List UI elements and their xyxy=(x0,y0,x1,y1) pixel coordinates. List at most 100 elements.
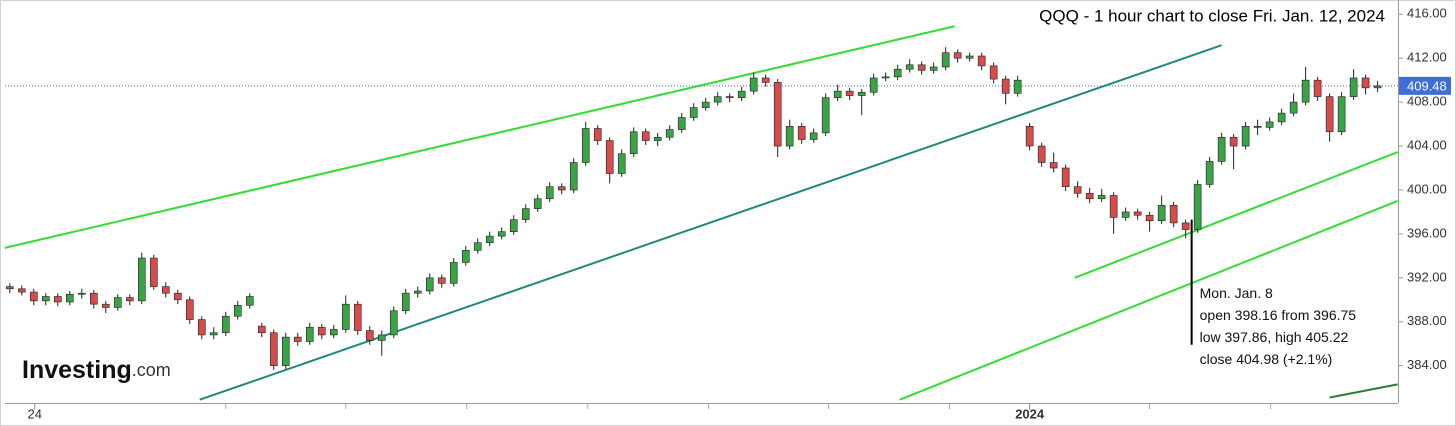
candle-body xyxy=(1349,77,1358,97)
candle-body xyxy=(1097,195,1106,200)
y-tick-label: 404.00 xyxy=(1407,137,1447,152)
candle-body xyxy=(1325,96,1334,133)
y-tick-label: 408.00 xyxy=(1407,94,1447,109)
candle-body xyxy=(1265,121,1274,128)
candle-body xyxy=(557,186,566,191)
candle-body xyxy=(689,107,698,118)
candle-body xyxy=(53,296,62,303)
candle-body xyxy=(605,140,614,174)
candle-body xyxy=(1277,112,1286,123)
annotation-text: low 397.86, high 405.22 xyxy=(1200,329,1349,345)
logo-name: Investing.com xyxy=(22,356,171,384)
candle-body xyxy=(893,68,902,78)
logo: Investing.com xyxy=(22,356,171,384)
x-tick-label: 2024 xyxy=(1015,406,1045,421)
candle-body xyxy=(917,64,926,71)
candle-body xyxy=(113,297,122,308)
candle-body xyxy=(1133,211,1142,216)
candle-body xyxy=(1193,184,1202,230)
y-tick-label: 396.00 xyxy=(1407,225,1447,240)
candle-body xyxy=(701,101,710,108)
candle-body xyxy=(497,231,506,237)
candle-body xyxy=(953,52,962,59)
candle-body xyxy=(125,297,134,302)
candle-body xyxy=(725,96,734,99)
candle-body xyxy=(197,319,206,336)
candle-body xyxy=(977,55,986,67)
chart-title: QQQ - 1 hour chart to close Fri. Jan. 12… xyxy=(1039,6,1385,25)
candle-body xyxy=(713,96,722,103)
candle-body xyxy=(377,334,386,341)
trendline xyxy=(1074,151,1399,279)
candle-body xyxy=(1289,101,1298,114)
candle-body xyxy=(1169,205,1178,224)
candle-body xyxy=(473,242,482,251)
candle-body xyxy=(581,128,590,163)
candle-body xyxy=(329,329,338,336)
candle-body xyxy=(353,303,362,331)
y-tick-label: 412.00 xyxy=(1407,50,1447,65)
candle-body xyxy=(629,131,638,155)
candle-body xyxy=(881,76,890,79)
candle-body xyxy=(449,262,458,284)
candle-body xyxy=(545,186,554,200)
candle-body xyxy=(365,330,374,341)
candle-body xyxy=(1301,79,1310,103)
candle-body xyxy=(1073,186,1082,194)
candle-body xyxy=(425,277,434,292)
candle-body xyxy=(785,125,794,147)
candle-body xyxy=(65,293,74,303)
candle-body xyxy=(293,336,302,342)
candle-body xyxy=(821,97,830,134)
candle-body xyxy=(941,52,950,68)
candle-body xyxy=(1061,167,1070,187)
y-tick-label: 392.00 xyxy=(1407,269,1447,284)
candle-body xyxy=(413,290,422,294)
candle-body xyxy=(797,125,806,140)
candle-body xyxy=(41,296,50,302)
candle-body xyxy=(1109,195,1118,218)
candle-body xyxy=(809,132,818,140)
candle-body xyxy=(773,82,782,147)
candle-body xyxy=(1001,78,1010,94)
candle-body xyxy=(257,325,266,334)
annotation-text: open 398.16 from 396.75 xyxy=(1200,307,1357,323)
candle-body xyxy=(17,288,26,293)
trendline xyxy=(1329,383,1398,399)
candle-body xyxy=(857,91,866,96)
candle-body xyxy=(1337,96,1346,133)
candle-body xyxy=(1217,136,1226,162)
candle-body xyxy=(965,55,974,59)
candle-body xyxy=(869,77,878,93)
candle-body xyxy=(593,128,602,141)
annotation-text: Mon. Jan. 8 xyxy=(1200,285,1273,301)
candle-body xyxy=(1049,162,1058,169)
candle-body xyxy=(905,64,914,70)
candle-body xyxy=(1085,192,1094,200)
candle-body xyxy=(749,77,758,92)
y-tick-label: 384.00 xyxy=(1407,357,1447,372)
candle-body xyxy=(929,66,938,71)
annotation-text: close 404.98 (+2.1%) xyxy=(1200,351,1333,367)
candle-body xyxy=(1205,161,1214,185)
candle-body xyxy=(29,291,38,302)
candle-body xyxy=(845,90,854,96)
candle-body xyxy=(389,310,398,336)
candle-body xyxy=(509,219,518,232)
candle-body xyxy=(161,286,170,294)
candle-body xyxy=(1157,205,1166,222)
candle-body xyxy=(989,65,998,80)
y-tick-label: 388.00 xyxy=(1407,313,1447,328)
candle-body xyxy=(221,315,230,334)
candle-body xyxy=(485,235,494,243)
candle-body xyxy=(533,198,542,209)
candle-body xyxy=(461,250,470,263)
candle-body xyxy=(185,299,194,320)
candle-body xyxy=(89,292,98,305)
candle-body xyxy=(833,90,842,99)
last-price-label: 409.48 xyxy=(1407,78,1447,93)
candle-body xyxy=(737,90,746,99)
candle-body xyxy=(5,286,14,290)
logo-name-text: Investing xyxy=(22,356,132,384)
candle-body xyxy=(1253,125,1262,128)
